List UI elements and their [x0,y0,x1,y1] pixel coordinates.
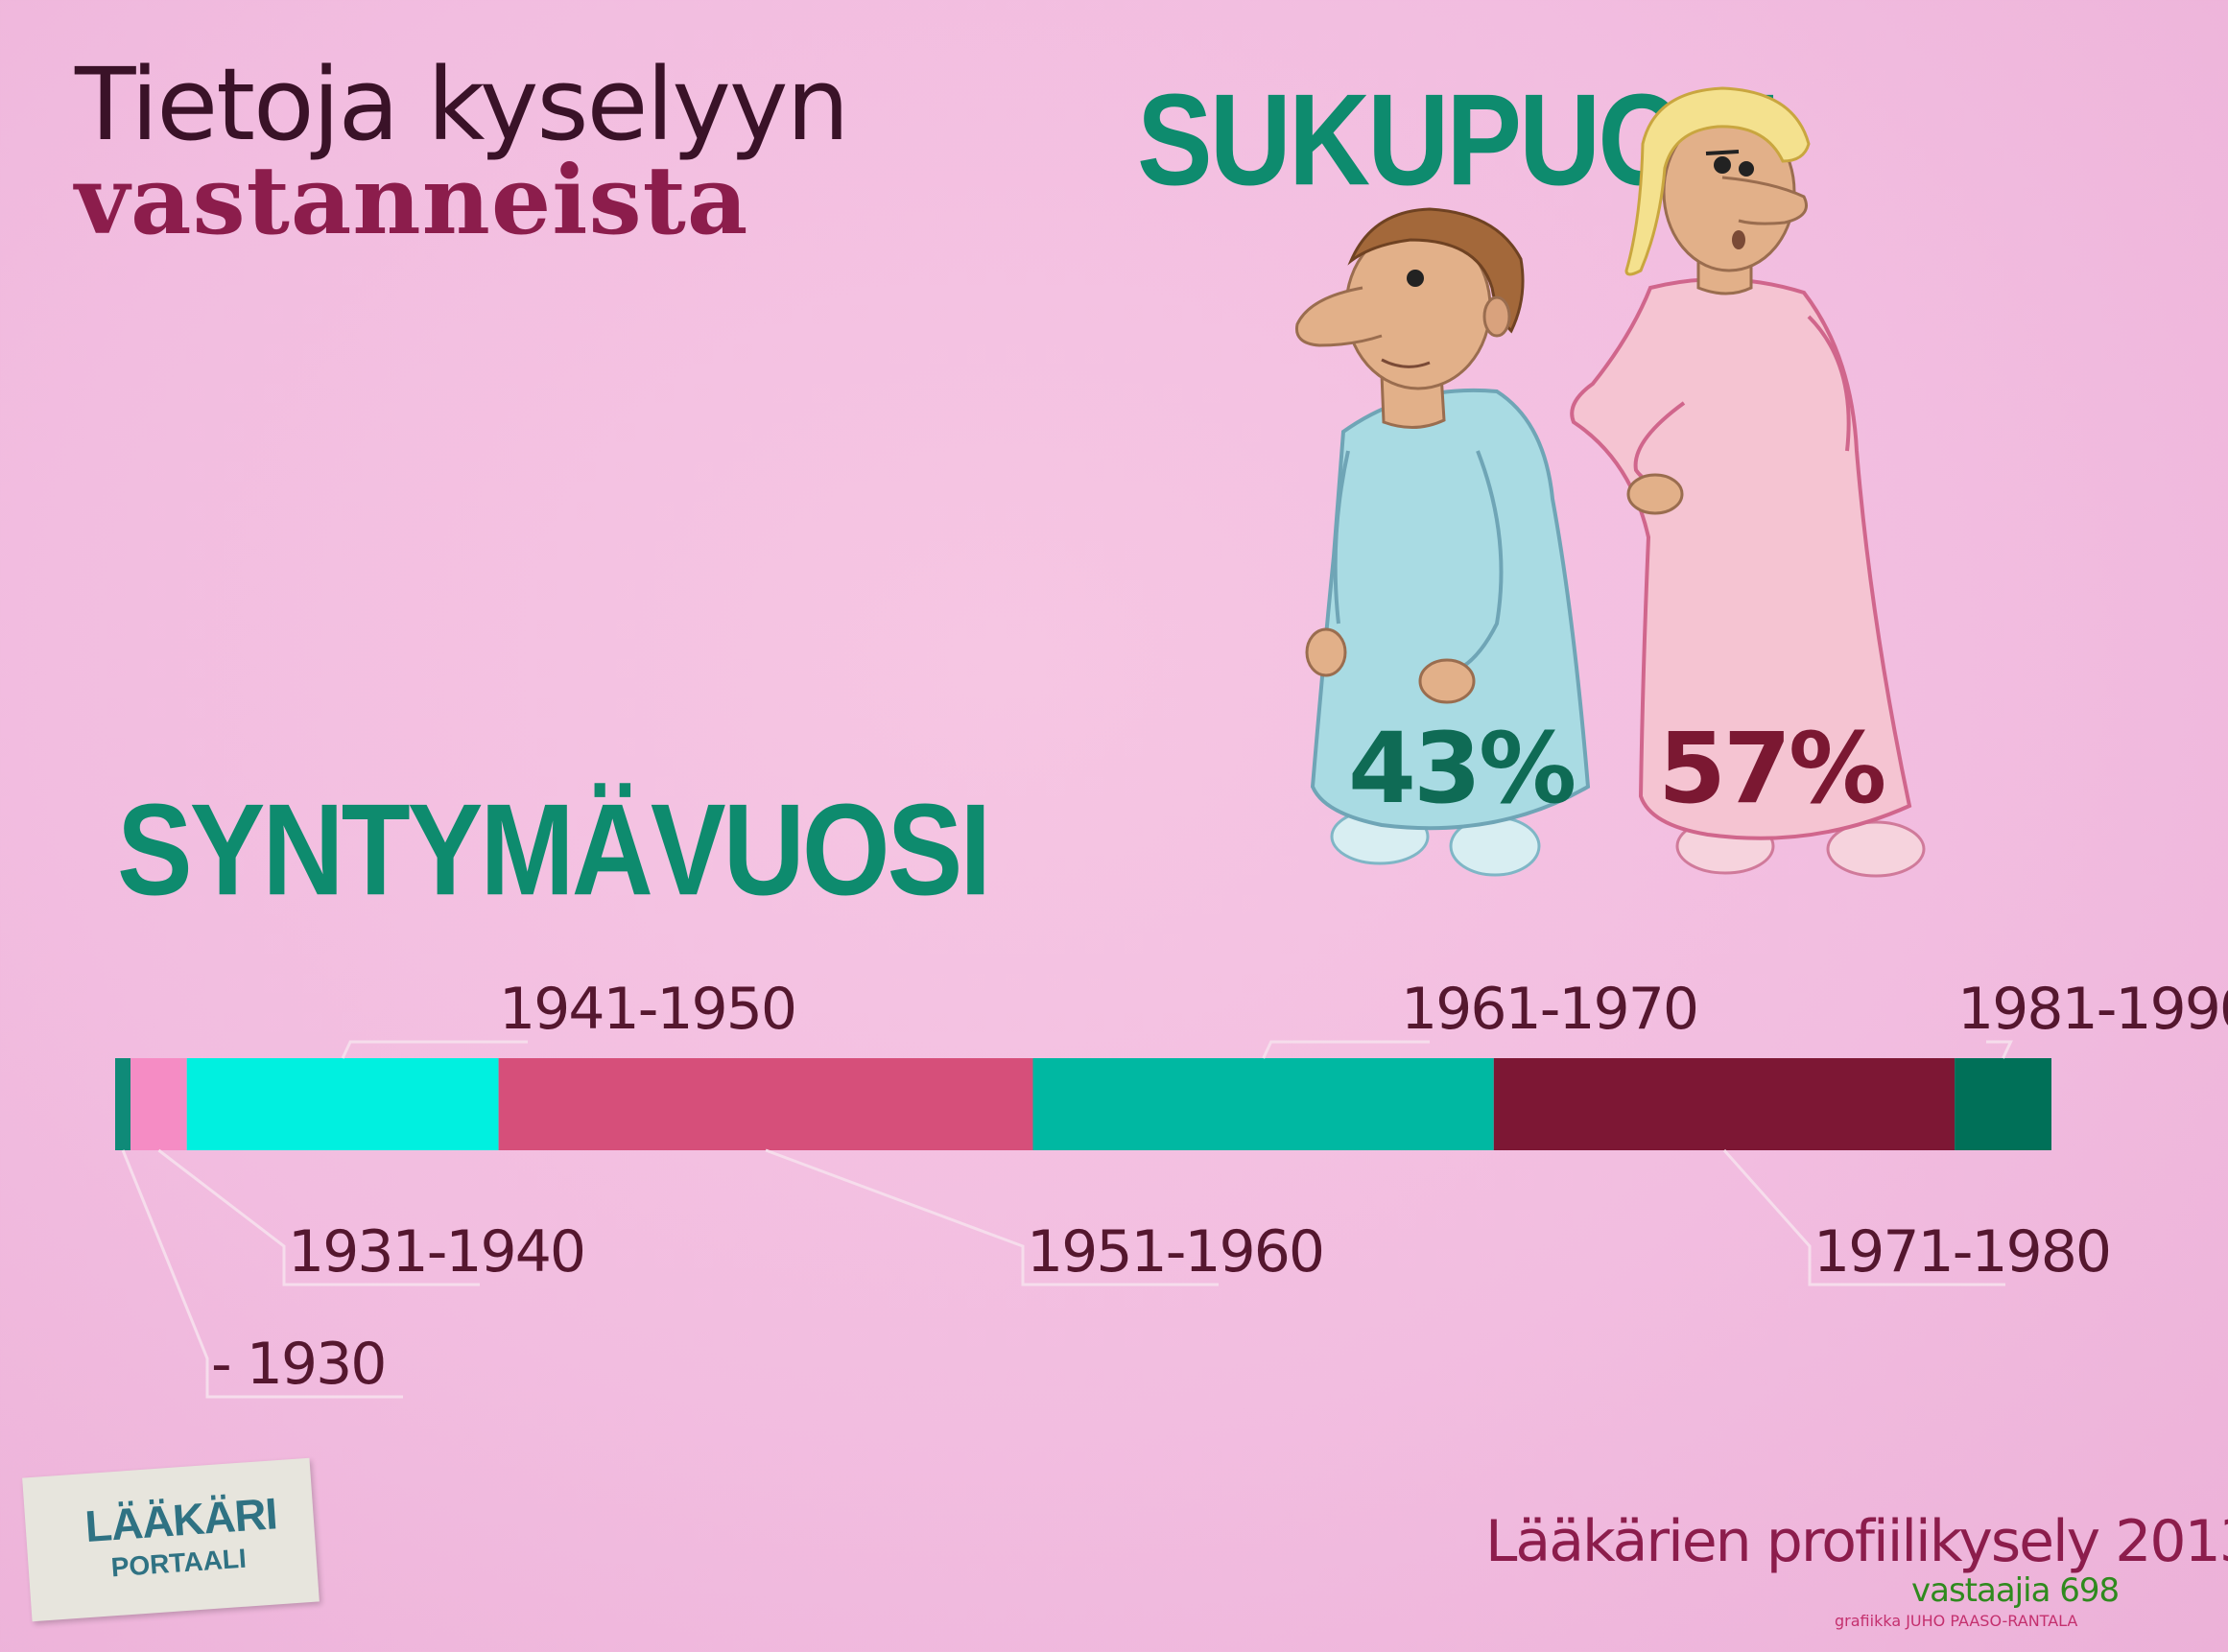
leader-line [121,1149,403,1399]
leader-line [157,1148,480,1286]
leader-line [1986,1040,2013,1059]
category-label-1941-1950: 1941-1950 [499,976,795,1043]
male-percentage: 43% [1348,712,1576,826]
bar-segment-1951-1960 [498,1058,1033,1150]
category-label-1981-1990: 1981-1990 [1957,976,2228,1043]
category-label-1971-1980: 1971-1980 [1813,1218,2110,1286]
birth-year-heading: SYNTYMÄVUOSI [117,777,991,924]
bar-labels: - 1930 1931-1940 1941-1950 1951-1960 1961-19… [211,976,2228,1398]
bar-segment-1981-1990 [1955,1058,2051,1150]
bar-segment--1930 [115,1058,131,1150]
leader-line [341,1040,528,1059]
birth-year-bar [115,1058,2051,1150]
survey-name: Lääkärien profiilikysely 2013 [1485,1508,2228,1575]
respondent-count: vastaajia 698 [1911,1571,2120,1610]
female-percentage: 57% [1658,712,1886,826]
leader-lines [121,1040,2013,1399]
category-label-1931-1940: 1931-1940 [288,1218,584,1286]
leader-line [1262,1040,1430,1059]
category-label-1951-1960: 1951-1960 [1027,1218,1323,1286]
bar-segment-1941-1950 [186,1058,499,1150]
category-label-1961-1970: 1961-1970 [1401,976,1697,1043]
bar-segment-1931-1940 [130,1058,187,1150]
leader-line [765,1148,1219,1286]
bar-segment-1961-1970 [1032,1058,1494,1150]
laakariportaali-logo[interactable]: LÄÄKÄRI PORTAALI [22,1457,320,1622]
category-label--1930: - 1930 [211,1331,385,1398]
female-figure-icon [1570,86,1926,878]
page-subtitle: vastanneista [75,146,749,256]
male-figure-icon [1294,207,1591,877]
bar-segment-1971-1980 [1493,1058,1955,1150]
page-title: Tietoja kyselyyn [75,46,849,163]
logo-text-1: LÄÄKÄRI [83,1488,279,1552]
graphics-credit: grafiikka JUHO PAASO-RANTALA [1835,1612,2078,1630]
leader-line [1722,1149,2005,1286]
